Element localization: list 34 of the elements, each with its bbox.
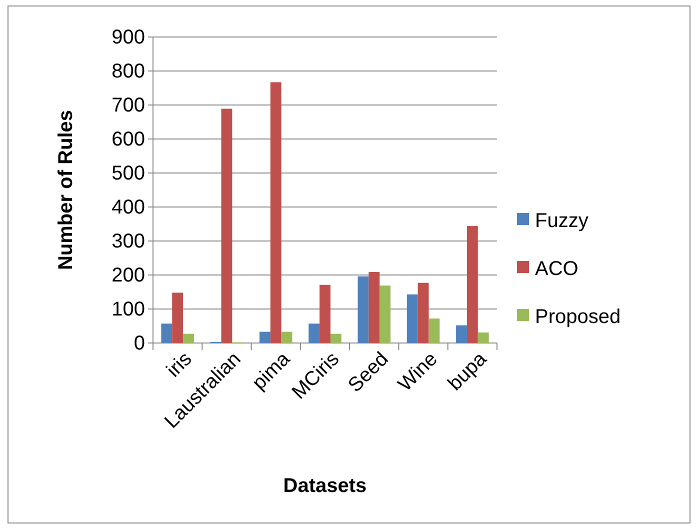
y-tick-label: 200 — [112, 264, 145, 286]
y-tick-label: 100 — [112, 298, 145, 320]
bar — [281, 332, 292, 343]
y-tick-label: 300 — [112, 230, 145, 252]
bar — [308, 324, 320, 343]
legend-label: ACO — [535, 258, 578, 280]
bar — [428, 318, 440, 343]
bar — [161, 324, 172, 343]
y-tick-label: 500 — [112, 162, 145, 184]
bar — [466, 226, 478, 343]
y-tick-label: 600 — [112, 128, 145, 150]
bar — [478, 332, 489, 343]
y-tick-label: 900 — [112, 26, 145, 48]
bar — [221, 108, 232, 343]
bar — [270, 82, 282, 343]
bar — [418, 282, 429, 343]
bar — [368, 272, 380, 343]
bar — [406, 294, 418, 343]
legend-label: Proposed — [535, 306, 621, 328]
bar — [330, 334, 342, 343]
bar — [259, 332, 270, 343]
y-axis-title: Number of Rules — [55, 110, 77, 270]
bar — [456, 325, 467, 343]
legend-label: Fuzzy — [535, 210, 588, 232]
bar — [358, 276, 369, 343]
bar — [320, 284, 330, 343]
y-tick-label: 400 — [112, 196, 145, 218]
bar — [172, 292, 184, 343]
bar — [380, 286, 391, 343]
y-tick-label: 0 — [134, 332, 145, 354]
y-tick-label: 800 — [112, 60, 145, 82]
y-tick-label: 700 — [112, 94, 145, 116]
x-axis-title: Datasets — [283, 475, 367, 497]
bar — [183, 334, 194, 343]
